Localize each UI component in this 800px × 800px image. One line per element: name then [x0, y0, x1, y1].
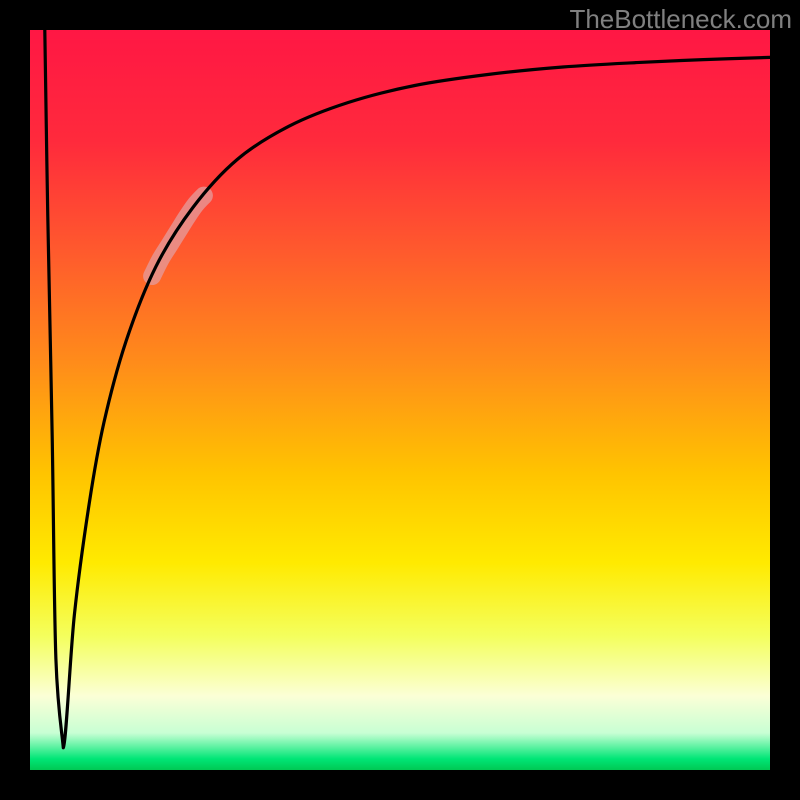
chart-container: TheBottleneck.com [0, 0, 800, 800]
curve-highlight [152, 196, 204, 276]
watermark-text: TheBottleneck.com [569, 4, 792, 35]
bottleneck-curve [45, 30, 770, 748]
curve-svg [30, 30, 770, 770]
